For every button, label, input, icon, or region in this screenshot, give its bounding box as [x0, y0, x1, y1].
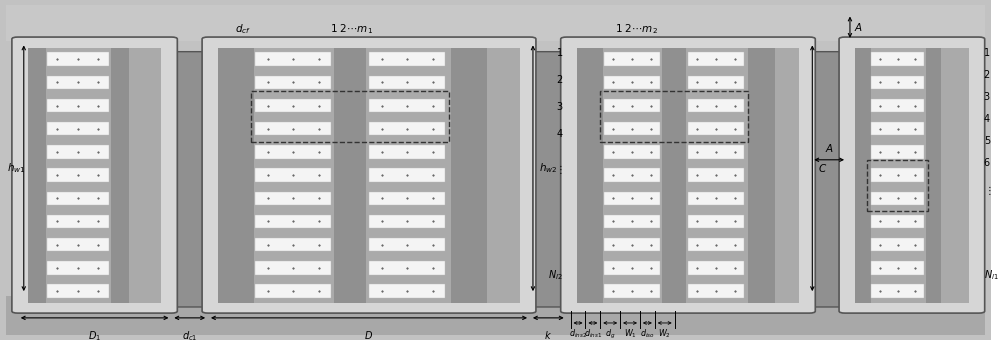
Bar — [369, 99, 445, 112]
Bar — [47, 168, 109, 182]
Bar — [688, 191, 744, 205]
Text: $d_g$: $d_g$ — [605, 328, 615, 341]
Bar — [688, 215, 744, 228]
Bar — [255, 215, 331, 228]
Bar — [47, 238, 109, 252]
Bar — [604, 145, 660, 159]
Bar — [604, 99, 660, 112]
Text: 4: 4 — [984, 114, 990, 124]
FancyBboxPatch shape — [154, 52, 226, 307]
Bar — [369, 261, 445, 275]
Text: $\vdots$: $\vdots$ — [555, 164, 563, 177]
Bar — [47, 76, 109, 89]
Bar — [218, 48, 520, 303]
Bar — [688, 52, 744, 66]
FancyBboxPatch shape — [561, 37, 815, 313]
Bar — [28, 48, 46, 303]
Bar — [604, 238, 660, 252]
Bar — [600, 91, 748, 142]
Bar — [871, 261, 924, 275]
Bar — [334, 48, 366, 303]
Text: $D$: $D$ — [364, 329, 374, 341]
Bar — [369, 191, 445, 205]
Bar — [218, 48, 254, 303]
Text: $1\ 2\cdots m_1$: $1\ 2\cdots m_1$ — [330, 22, 373, 36]
Bar — [369, 52, 445, 66]
Bar — [604, 76, 660, 89]
Bar — [688, 99, 744, 112]
Bar — [871, 284, 924, 298]
Bar — [604, 261, 660, 275]
Bar — [255, 284, 331, 298]
Bar — [255, 145, 331, 159]
Bar — [871, 191, 924, 205]
Text: 4: 4 — [557, 129, 563, 139]
Bar — [926, 48, 941, 303]
Bar — [577, 48, 603, 303]
Text: $W_1$: $W_1$ — [624, 328, 637, 340]
Bar — [255, 122, 331, 136]
Bar — [47, 215, 109, 228]
Bar — [688, 261, 744, 275]
Text: $k$: $k$ — [544, 329, 552, 341]
Bar — [688, 284, 744, 298]
Bar — [47, 122, 109, 136]
Text: $A$: $A$ — [854, 21, 863, 33]
Text: $d_{cf}$: $d_{cf}$ — [235, 22, 251, 36]
Text: $D_1$: $D_1$ — [88, 329, 101, 343]
Bar — [662, 48, 686, 303]
Bar — [47, 145, 109, 159]
Bar — [688, 122, 744, 136]
Bar — [255, 99, 331, 112]
Bar — [6, 296, 985, 335]
Text: $h_{w1}$: $h_{w1}$ — [7, 161, 26, 175]
Text: 1: 1 — [984, 48, 990, 58]
Bar — [369, 284, 445, 298]
Bar — [251, 91, 449, 142]
Text: $d_{ins1}$: $d_{ins1}$ — [584, 328, 602, 340]
Bar — [577, 48, 799, 303]
Text: $d_{c1}$: $d_{c1}$ — [182, 329, 197, 343]
Text: 3: 3 — [557, 102, 563, 112]
Bar — [604, 215, 660, 228]
Text: $C$: $C$ — [818, 162, 827, 174]
Bar — [604, 122, 660, 136]
Bar — [369, 122, 445, 136]
Text: $d_{ins2}$: $d_{ins2}$ — [569, 328, 587, 340]
FancyBboxPatch shape — [512, 52, 584, 307]
Bar — [604, 284, 660, 298]
FancyBboxPatch shape — [839, 37, 985, 313]
Bar — [111, 48, 129, 303]
Bar — [867, 160, 928, 211]
Bar — [255, 76, 331, 89]
Bar — [47, 52, 109, 66]
Text: $N_{l1}$: $N_{l1}$ — [984, 268, 998, 282]
Text: $1\ 2\cdots m_2$: $1\ 2\cdots m_2$ — [615, 22, 657, 36]
Bar — [255, 238, 331, 252]
Bar — [369, 168, 445, 182]
Bar — [255, 191, 331, 205]
Bar — [369, 215, 445, 228]
Bar — [369, 238, 445, 252]
Text: $N_{l2}$: $N_{l2}$ — [548, 268, 563, 282]
Text: 6: 6 — [984, 158, 990, 168]
Bar — [688, 168, 744, 182]
Bar — [604, 168, 660, 182]
Text: 2: 2 — [984, 70, 990, 80]
Bar — [369, 76, 445, 89]
Text: 2: 2 — [556, 75, 563, 85]
Bar — [871, 122, 924, 136]
Bar — [871, 145, 924, 159]
Bar — [47, 99, 109, 112]
Text: $h_{w2}$: $h_{w2}$ — [539, 161, 557, 175]
FancyBboxPatch shape — [792, 52, 863, 307]
Text: 3: 3 — [984, 92, 990, 102]
FancyBboxPatch shape — [202, 37, 536, 313]
Bar — [871, 215, 924, 228]
Bar — [855, 48, 969, 303]
Text: $d_{iso}$: $d_{iso}$ — [640, 328, 655, 340]
Text: $A$: $A$ — [825, 142, 834, 154]
Bar — [28, 48, 161, 303]
Bar — [604, 191, 660, 205]
